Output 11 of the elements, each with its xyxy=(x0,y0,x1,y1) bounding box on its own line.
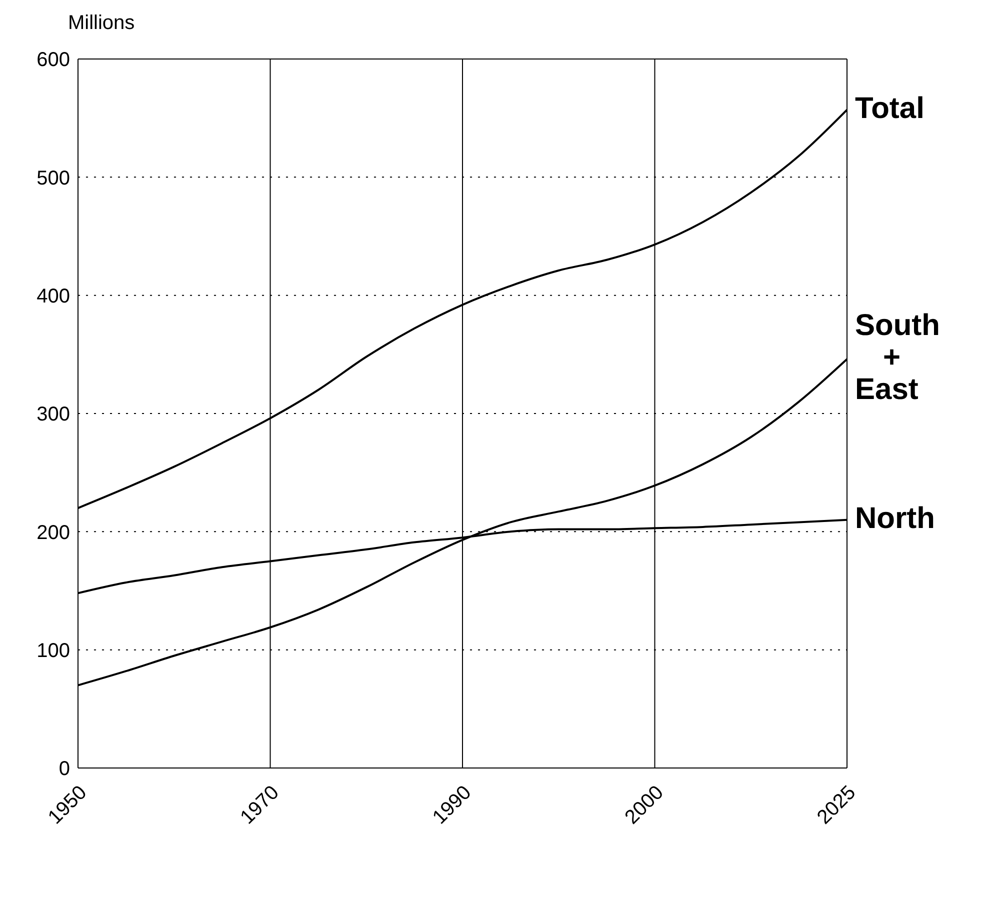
y-tick-label: 500 xyxy=(36,167,70,190)
series-label: South + East xyxy=(855,309,940,406)
y-tick-label: 600 xyxy=(36,49,70,72)
series-label: Total xyxy=(855,92,924,125)
y-axis-title: Millions xyxy=(68,12,135,35)
y-tick-label: 100 xyxy=(36,640,70,662)
y-tick-label: 300 xyxy=(36,404,70,426)
y-tick-label: 400 xyxy=(36,285,70,308)
y-tick-label: 200 xyxy=(36,522,70,544)
y-tick-label: 0 xyxy=(58,758,70,780)
series-label: North xyxy=(855,502,935,535)
